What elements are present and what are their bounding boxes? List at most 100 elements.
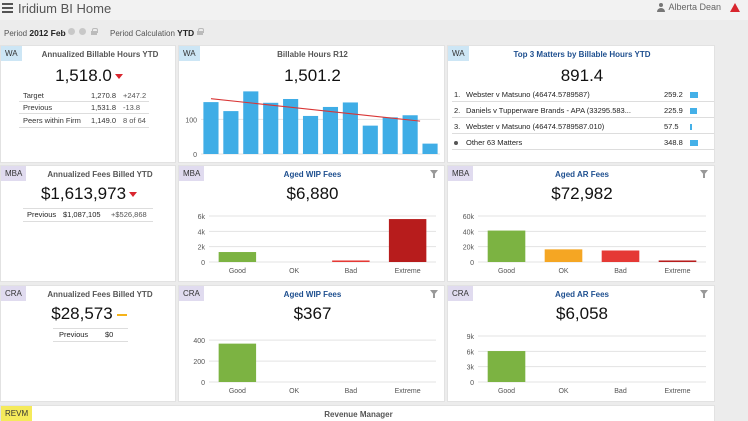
tile-title: Aged AR Fees — [555, 290, 609, 299]
tile-wa-billable-r12[interactable]: WA Billable Hours R12 1,501.2 0 100 — [178, 45, 445, 163]
y-tick-label: 100 — [185, 117, 197, 124]
tile-mba-aged-wip[interactable]: MBA Aged WIP Fees $6,880 0 2k 4k 6k Good OK Ba… — [178, 165, 445, 282]
bar — [342, 102, 358, 154]
matter-row[interactable]: Other 63 Matters 348.8 — [452, 136, 714, 150]
previous-row: Previous $0 — [53, 328, 128, 342]
matter-value: 225.9 — [664, 106, 683, 115]
matter-bar — [690, 124, 692, 130]
next-period-icon[interactable] — [79, 28, 86, 35]
x-tick-label: Good — [498, 268, 515, 275]
y-tick-label: 2k — [198, 245, 206, 252]
x-tick-label: Bad — [345, 268, 358, 275]
filter-icon[interactable] — [430, 290, 438, 298]
tile-value: $6,880 — [286, 184, 339, 203]
tile-title: Top 3 Matters by Billable Hours YTD — [513, 50, 651, 59]
tile-value: $72,982 — [551, 184, 613, 203]
y-tick-label: 6k — [467, 349, 475, 356]
x-tick-label: OK — [289, 388, 299, 395]
tile-title: Aged WIP Fees — [283, 290, 342, 299]
tile-value: 1,518.0 — [55, 66, 112, 85]
bar — [402, 115, 418, 154]
bar — [243, 91, 259, 154]
stat-table: Target 1,270.8 +247.2 Previous 1,531.8 -… — [19, 90, 149, 128]
y-tick-label: 0 — [470, 260, 474, 267]
matter-bar — [690, 140, 698, 146]
tile-cra-aged-ar[interactable]: CRA Aged AR Fees $6,058 0 3k 6k 9k Good OK Bad… — [447, 285, 715, 402]
tile-value: $6,058 — [556, 304, 608, 323]
matter-value: 259.2 — [664, 90, 683, 99]
y-tick-label: 9k — [467, 334, 475, 341]
previous-label: Previous — [27, 210, 57, 219]
tile-title: Annualized Billable Hours YTD — [41, 50, 159, 59]
tile-cra-aged-wip[interactable]: CRA Aged WIP Fees $367 0 200 400 Good OK Bad E… — [178, 285, 445, 402]
matter-row[interactable]: 3. Webster v Matsuno (46474.5789587.010) 5… — [452, 120, 714, 134]
x-tick-label: Bad — [345, 388, 358, 395]
bar — [362, 125, 378, 154]
bar — [382, 117, 398, 154]
x-tick-label: Good — [229, 268, 246, 275]
tile-cra-annualized-fees[interactable]: CRA Annualized Fees Billed YTD $28,573 P… — [0, 285, 176, 402]
tile-title: Billable Hours R12 — [277, 50, 348, 59]
period-calc-value: YTD — [177, 28, 195, 38]
tile-mba-annualized-fees[interactable]: MBA Annualized Fees Billed YTD $1,613,97… — [0, 165, 176, 282]
y-tick-label: 4k — [198, 229, 206, 236]
y-tick-label: 3k — [467, 365, 475, 372]
user-name: Alberta Dean — [668, 2, 721, 12]
user-menu[interactable]: Alberta Dean — [657, 2, 740, 12]
tile-tag: MBA — [1, 166, 27, 181]
x-tick-label: Bad — [614, 388, 627, 395]
filter-icon[interactable] — [700, 290, 708, 298]
period-calc-lock-icon[interactable] — [197, 28, 204, 35]
tile-wa-annualized-hours[interactable]: WA Annualized Billable Hours YTD 1,518.0… — [0, 45, 176, 163]
matter-row[interactable]: 2. Daniels v Tupperware Brands - APA (332… — [452, 104, 714, 118]
aged-wip-chart: 0 2k 4k 6k Good OK Bad Extreme — [198, 214, 436, 275]
period-lock-icon[interactable] — [91, 28, 98, 35]
tile-tag: CRA — [1, 286, 26, 301]
alert-icon[interactable] — [730, 2, 740, 12]
y-tick-label: 6k — [198, 214, 206, 221]
billable-hours-r12-chart: 0 100 — [185, 91, 440, 159]
previous-period-icon[interactable] — [68, 28, 75, 35]
stat-delta: +247.2 — [123, 91, 147, 100]
period-value: 2012 Feb — [29, 28, 66, 38]
bar — [422, 143, 438, 154]
period-calc-selector[interactable]: Period Calculation YTD — [110, 28, 194, 38]
menu-icon[interactable] — [2, 3, 13, 14]
matter-bar — [690, 108, 697, 114]
bar — [218, 252, 257, 262]
matter-name: Daniels v Tupperware Brands - APA (33295… — [466, 106, 631, 115]
aged-ar-chart: 0 3k 6k 9k Good OK Bad Extreme — [467, 334, 706, 395]
app-title: Iridium BI Home — [18, 1, 112, 16]
tile-mba-aged-ar[interactable]: MBA Aged AR Fees $72,982 0 20k 40k 60k Good O… — [447, 165, 715, 282]
bar — [658, 260, 697, 262]
top-bar: Iridium BI Home Alberta Dean — [0, 0, 748, 20]
bullet-icon — [454, 141, 458, 145]
bar — [218, 343, 257, 382]
x-tick-label: Bad — [614, 268, 627, 275]
tile-value: 891.4 — [560, 66, 604, 85]
matter-bar — [690, 92, 698, 98]
bar — [223, 111, 239, 154]
matter-row[interactable]: 1. Webster v Matsuno (46474.5789587) 259.2 — [452, 88, 714, 102]
matter-rank: 3. — [454, 122, 461, 131]
x-tick-label: Good — [498, 388, 515, 395]
period-label: Period — [4, 29, 28, 38]
bar — [322, 106, 339, 154]
period-selector[interactable]: Period 2012 Feb — [4, 28, 66, 38]
filter-icon[interactable] — [430, 170, 438, 178]
tile-wa-top-matters[interactable]: WA Top 3 Matters by Billable Hours YTD 8… — [447, 45, 715, 163]
bar — [388, 219, 427, 262]
matter-name: Webster v Matsuno (46474.5789587.010) — [466, 122, 605, 131]
no-change-icon — [116, 313, 127, 316]
x-tick-label: Extreme — [664, 268, 690, 275]
bar — [263, 102, 279, 154]
stat-label: Previous — [23, 103, 53, 112]
tile-value: $28,573 — [51, 304, 113, 323]
matter-rank: 2. — [454, 106, 461, 115]
tile-title: Annualized Fees Billed YTD — [47, 290, 153, 299]
y-tick-label: 400 — [193, 338, 205, 345]
previous-value: $1,087,105 — [63, 210, 101, 219]
filter-icon[interactable] — [700, 170, 708, 178]
tile-revenue-manager[interactable]: REVM Revenue Manager — [0, 405, 715, 421]
tile-tag: WA — [448, 46, 469, 61]
